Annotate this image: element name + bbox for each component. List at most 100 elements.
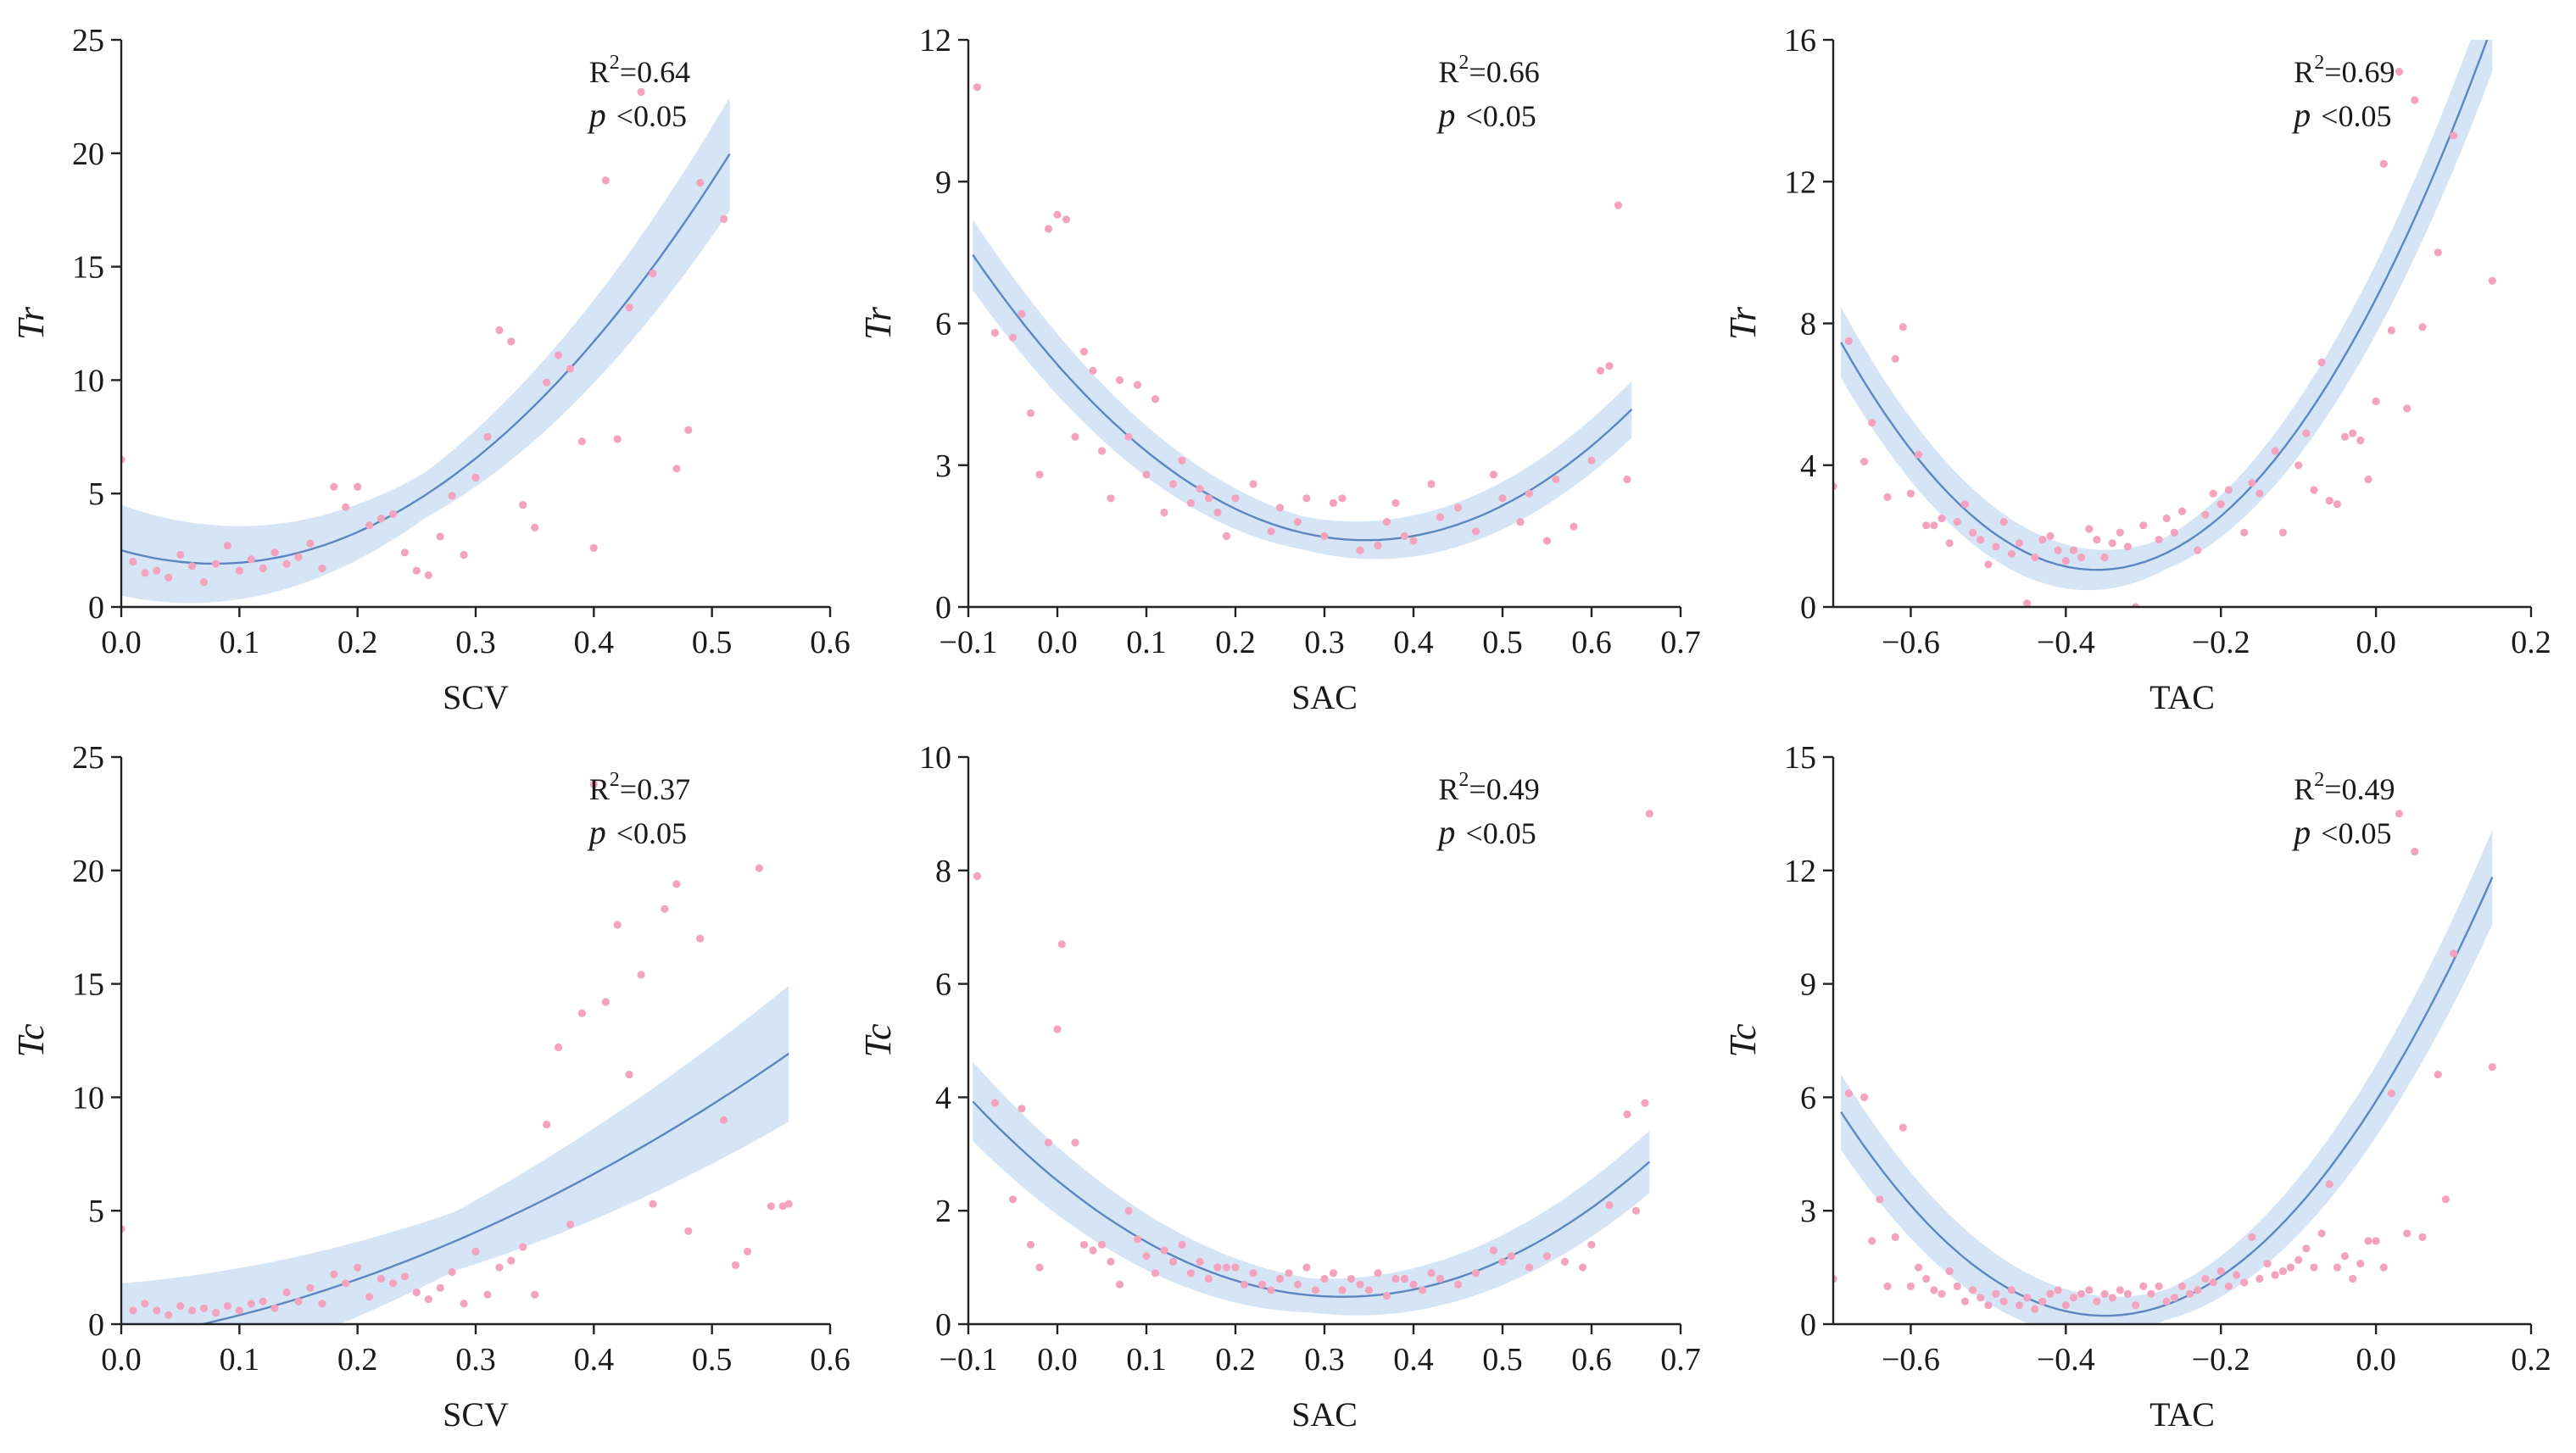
data-point [2418,1233,2427,1241]
data-point [1133,381,1142,389]
data-point [1079,348,1089,356]
data-point [1953,1282,1961,1290]
x-tick-label: 0.6 [810,625,850,660]
data-point [1196,1257,1204,1266]
data-point [1338,1286,1347,1294]
data-point [1320,532,1329,541]
data-point [2349,1274,2357,1283]
plot-area [1833,40,2496,607]
data-point [696,934,705,943]
plot-area [121,780,793,1324]
data-point [973,871,982,881]
data-point [211,559,220,568]
x-tick-label: 0.7 [1660,1342,1701,1378]
data-point [577,437,587,446]
data-point [1222,532,1231,541]
data-point [1915,1263,1923,1272]
x-axis-title: TAC [2149,1395,2215,1434]
plot-area [972,810,1653,1316]
data-point [973,83,982,92]
data-point [2132,1301,2140,1310]
data-point [1275,1274,1285,1283]
data-point [649,1200,657,1208]
y-tick-label: 12 [1784,854,1816,889]
data-point [1329,498,1338,508]
x-tick-label: −0.4 [2037,1342,2095,1378]
data-point [2255,1274,2264,1283]
data-point [1453,1280,1463,1289]
data-point [1311,1286,1320,1294]
r-squared-annotation: R2=0.66 [1438,52,1539,89]
data-point [1071,432,1079,441]
data-point [424,571,432,580]
y-tick-label: 0 [935,590,951,626]
data-point [1115,1280,1124,1289]
data-point [2294,461,2303,470]
data-point [2364,1237,2372,1245]
x-tick-label: 0.2 [337,625,378,660]
data-point [129,557,137,566]
data-point [1860,458,1869,466]
x-tick-label: 0.4 [1393,1342,1434,1378]
data-point [153,1306,161,1315]
data-point [1427,480,1436,488]
data-point [1151,1269,1160,1278]
data-point [1035,1263,1044,1272]
data-point [2379,1263,2388,1272]
x-tick-label: 0.5 [692,625,733,660]
data-point [2248,479,2256,487]
data-point [1151,395,1160,404]
x-tick-label: 0.3 [1304,1342,1345,1378]
r-squared-annotation: R2=0.69 [2294,52,2395,89]
data-point [1231,494,1240,503]
y-tick-label: 10 [72,1080,104,1116]
data-point [400,1272,409,1281]
data-point [448,492,456,500]
x-axis-title: TAC [2149,678,2215,716]
data-point [1507,1252,1516,1261]
data-point [1899,323,1907,331]
data-point [188,562,197,571]
data-point [2100,1289,2109,1298]
data-point [543,378,551,387]
data-point [412,566,421,575]
data-point [2116,1286,2124,1294]
data-point [2271,1271,2279,1279]
data-point [376,1274,386,1283]
data-point [531,1290,539,1299]
data-point [1133,1235,1142,1244]
data-point [330,482,338,491]
y-tick-label: 9 [935,164,951,200]
data-point [1542,1252,1552,1261]
data-point [2240,1278,2249,1287]
fit-line [198,1052,789,1324]
data-point [2046,532,2055,541]
data-point [1008,333,1018,342]
data-point [388,509,398,518]
data-point [1977,536,1985,544]
data-point [2015,539,2024,548]
data-point [2186,1289,2194,1298]
data-point [1374,541,1382,550]
data-point [1427,1269,1436,1278]
data-point [2488,1063,2496,1072]
data-point [1356,546,1364,554]
data-point [1391,498,1400,508]
data-point [613,921,622,929]
data-point [2007,1286,2016,1294]
data-point [2201,510,2210,519]
fit-line [121,153,731,565]
y-tick-label: 0 [935,1307,951,1343]
data-point [1471,527,1480,536]
data-point [1249,1269,1257,1278]
data-point [247,1300,255,1308]
data-point [2434,1071,2442,1079]
x-tick-label: 0.5 [692,1342,733,1378]
data-point [2015,1301,2024,1310]
data-point [2434,248,2442,257]
x-tick-label: 0.2 [1215,1342,1256,1378]
data-point [1026,409,1035,417]
data-point [471,1247,480,1255]
data-point [2356,1260,2365,1268]
y-axis-title: Tc [857,1023,899,1057]
